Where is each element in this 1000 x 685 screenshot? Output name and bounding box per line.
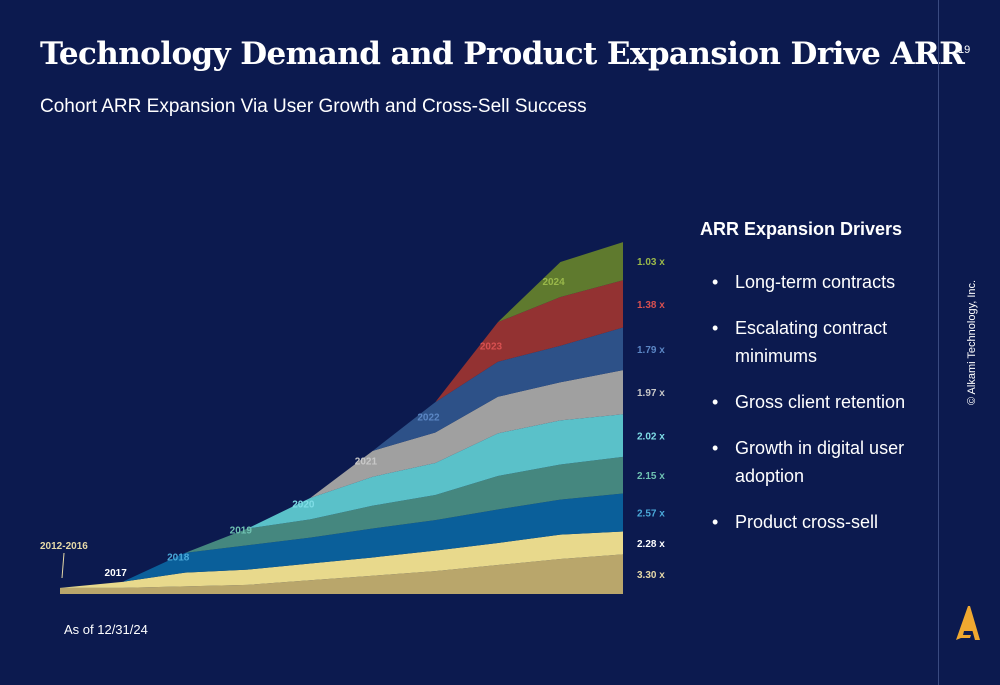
copyright-notice: © Alkami Technology, Inc. (966, 279, 978, 405)
cohort-year-label: 2017 (105, 568, 128, 579)
alkami-a-logo-icon (956, 606, 980, 640)
expansion-multiple-label: 2.02 x (637, 432, 665, 443)
drivers-list: Long-term contracts Escalating contract … (712, 268, 927, 554)
driver-item: Escalating contract minimums (712, 314, 927, 370)
cohort-year-label: 2012-2016 (40, 541, 88, 552)
cohort-area-2024 (497, 242, 623, 323)
cohort-year-label: 2019 (230, 525, 253, 536)
cohort-area-2022 (372, 327, 623, 451)
cohort-area-2023 (435, 280, 623, 403)
slide-title: Technology Demand and Product Expansion … (40, 36, 965, 72)
cohort-area-2019 (185, 456, 623, 553)
expansion-multiple-label: 1.03 x (637, 257, 665, 268)
expansion-multiple-label: 2.15 x (637, 471, 665, 482)
driver-item: Growth in digital user adoption (712, 434, 927, 490)
sidebar-divider (938, 0, 939, 685)
page-number: 19 (958, 44, 971, 56)
slide-subtitle: Cohort ARR Expansion Via User Growth and… (40, 96, 587, 117)
expansion-multiple-label: 3.30 x (637, 570, 665, 581)
driver-item: Product cross-sell (712, 508, 927, 536)
as-of-date: As of 12/31/24 (64, 622, 148, 637)
cohort-area-2018 (122, 493, 624, 582)
cohort-year-label: 2021 (355, 457, 378, 468)
cohort-area-2017 (60, 531, 623, 588)
expansion-multiple-label: 1.79 x (637, 345, 665, 356)
cohort-area-2012-2016 (60, 554, 623, 594)
cohort-area-2020 (247, 414, 623, 529)
cohort-area-2021 (310, 370, 623, 499)
driver-item: Gross client retention (712, 388, 927, 416)
expansion-multiple-label: 1.97 x (637, 388, 665, 399)
cohort-year-label: 2018 (167, 553, 190, 564)
cohort-year-label: 2024 (542, 277, 565, 288)
expansion-multiple-label: 1.38 x (637, 300, 665, 311)
cohort-year-label: 2020 (292, 499, 315, 510)
label-leader-line (61, 552, 65, 579)
cohort-year-label: 2023 (480, 342, 503, 353)
expansion-multiple-label: 2.57 x (637, 509, 665, 520)
driver-item: Long-term contracts (712, 268, 927, 296)
drivers-heading: ARR Expansion Drivers (700, 219, 903, 239)
cohort-arr-area-chart: 2012-2016 2017 2018 2019 2020 2021 2022 2023 202… (40, 242, 665, 594)
cohort-year-label: 2022 (417, 413, 440, 424)
expansion-multiple-label: 2.28 x (637, 539, 665, 550)
